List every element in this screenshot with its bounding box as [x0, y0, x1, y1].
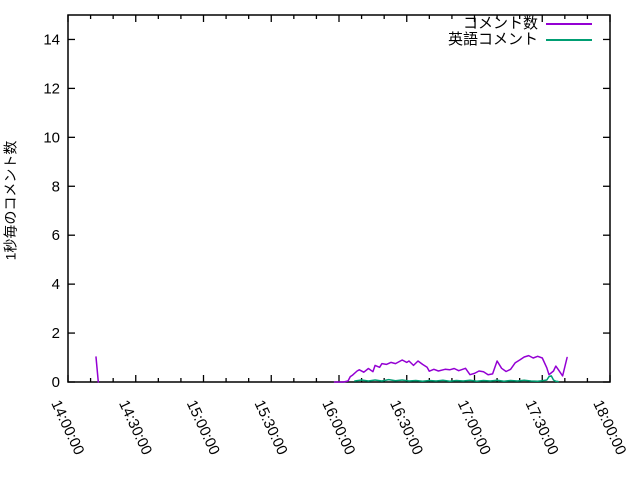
y-tick-label: 10 — [43, 129, 60, 146]
y-tick-label: 4 — [52, 276, 60, 293]
series-line-1 — [95, 356, 100, 383]
y-tick-label: 2 — [52, 325, 60, 342]
x-tick-label: 14:00:00 — [47, 398, 87, 458]
x-tick-label: 16:00:00 — [318, 398, 358, 458]
y-tick-label: 12 — [43, 80, 60, 97]
y-tick-label: 0 — [52, 374, 60, 391]
legend-label-english-comments: 英語コメント — [447, 31, 538, 48]
x-tick-label: 17:00:00 — [454, 398, 494, 458]
y-axis-title: 1秒毎のコメント数 — [2, 140, 19, 261]
y-tick-label: 14 — [43, 31, 60, 48]
legend-label-comments: コメント数 — [462, 15, 538, 32]
legend: コメント数 英語コメント — [448, 16, 592, 47]
x-tick-label: 16:30:00 — [386, 398, 426, 458]
legend-item-english-comments: 英語コメント — [448, 32, 592, 47]
plot-border — [67, 14, 611, 383]
legend-item-comments: コメント数 — [448, 16, 592, 31]
y-tick-label: 8 — [52, 178, 60, 195]
x-tick-label: 14:30:00 — [115, 398, 155, 458]
y-tick-label: 6 — [52, 227, 60, 244]
x-tick-label: 18:00:00 — [589, 398, 629, 458]
x-tick-label: 15:30:00 — [251, 398, 291, 458]
series-line-2 — [354, 375, 559, 383]
x-tick-label: 17:30:00 — [522, 398, 562, 458]
series-line-1 — [333, 354, 568, 383]
x-tick-label: 15:00:00 — [183, 398, 223, 458]
legend-line-sample-english-comments — [546, 38, 592, 41]
legend-line-sample-comments — [546, 22, 592, 25]
